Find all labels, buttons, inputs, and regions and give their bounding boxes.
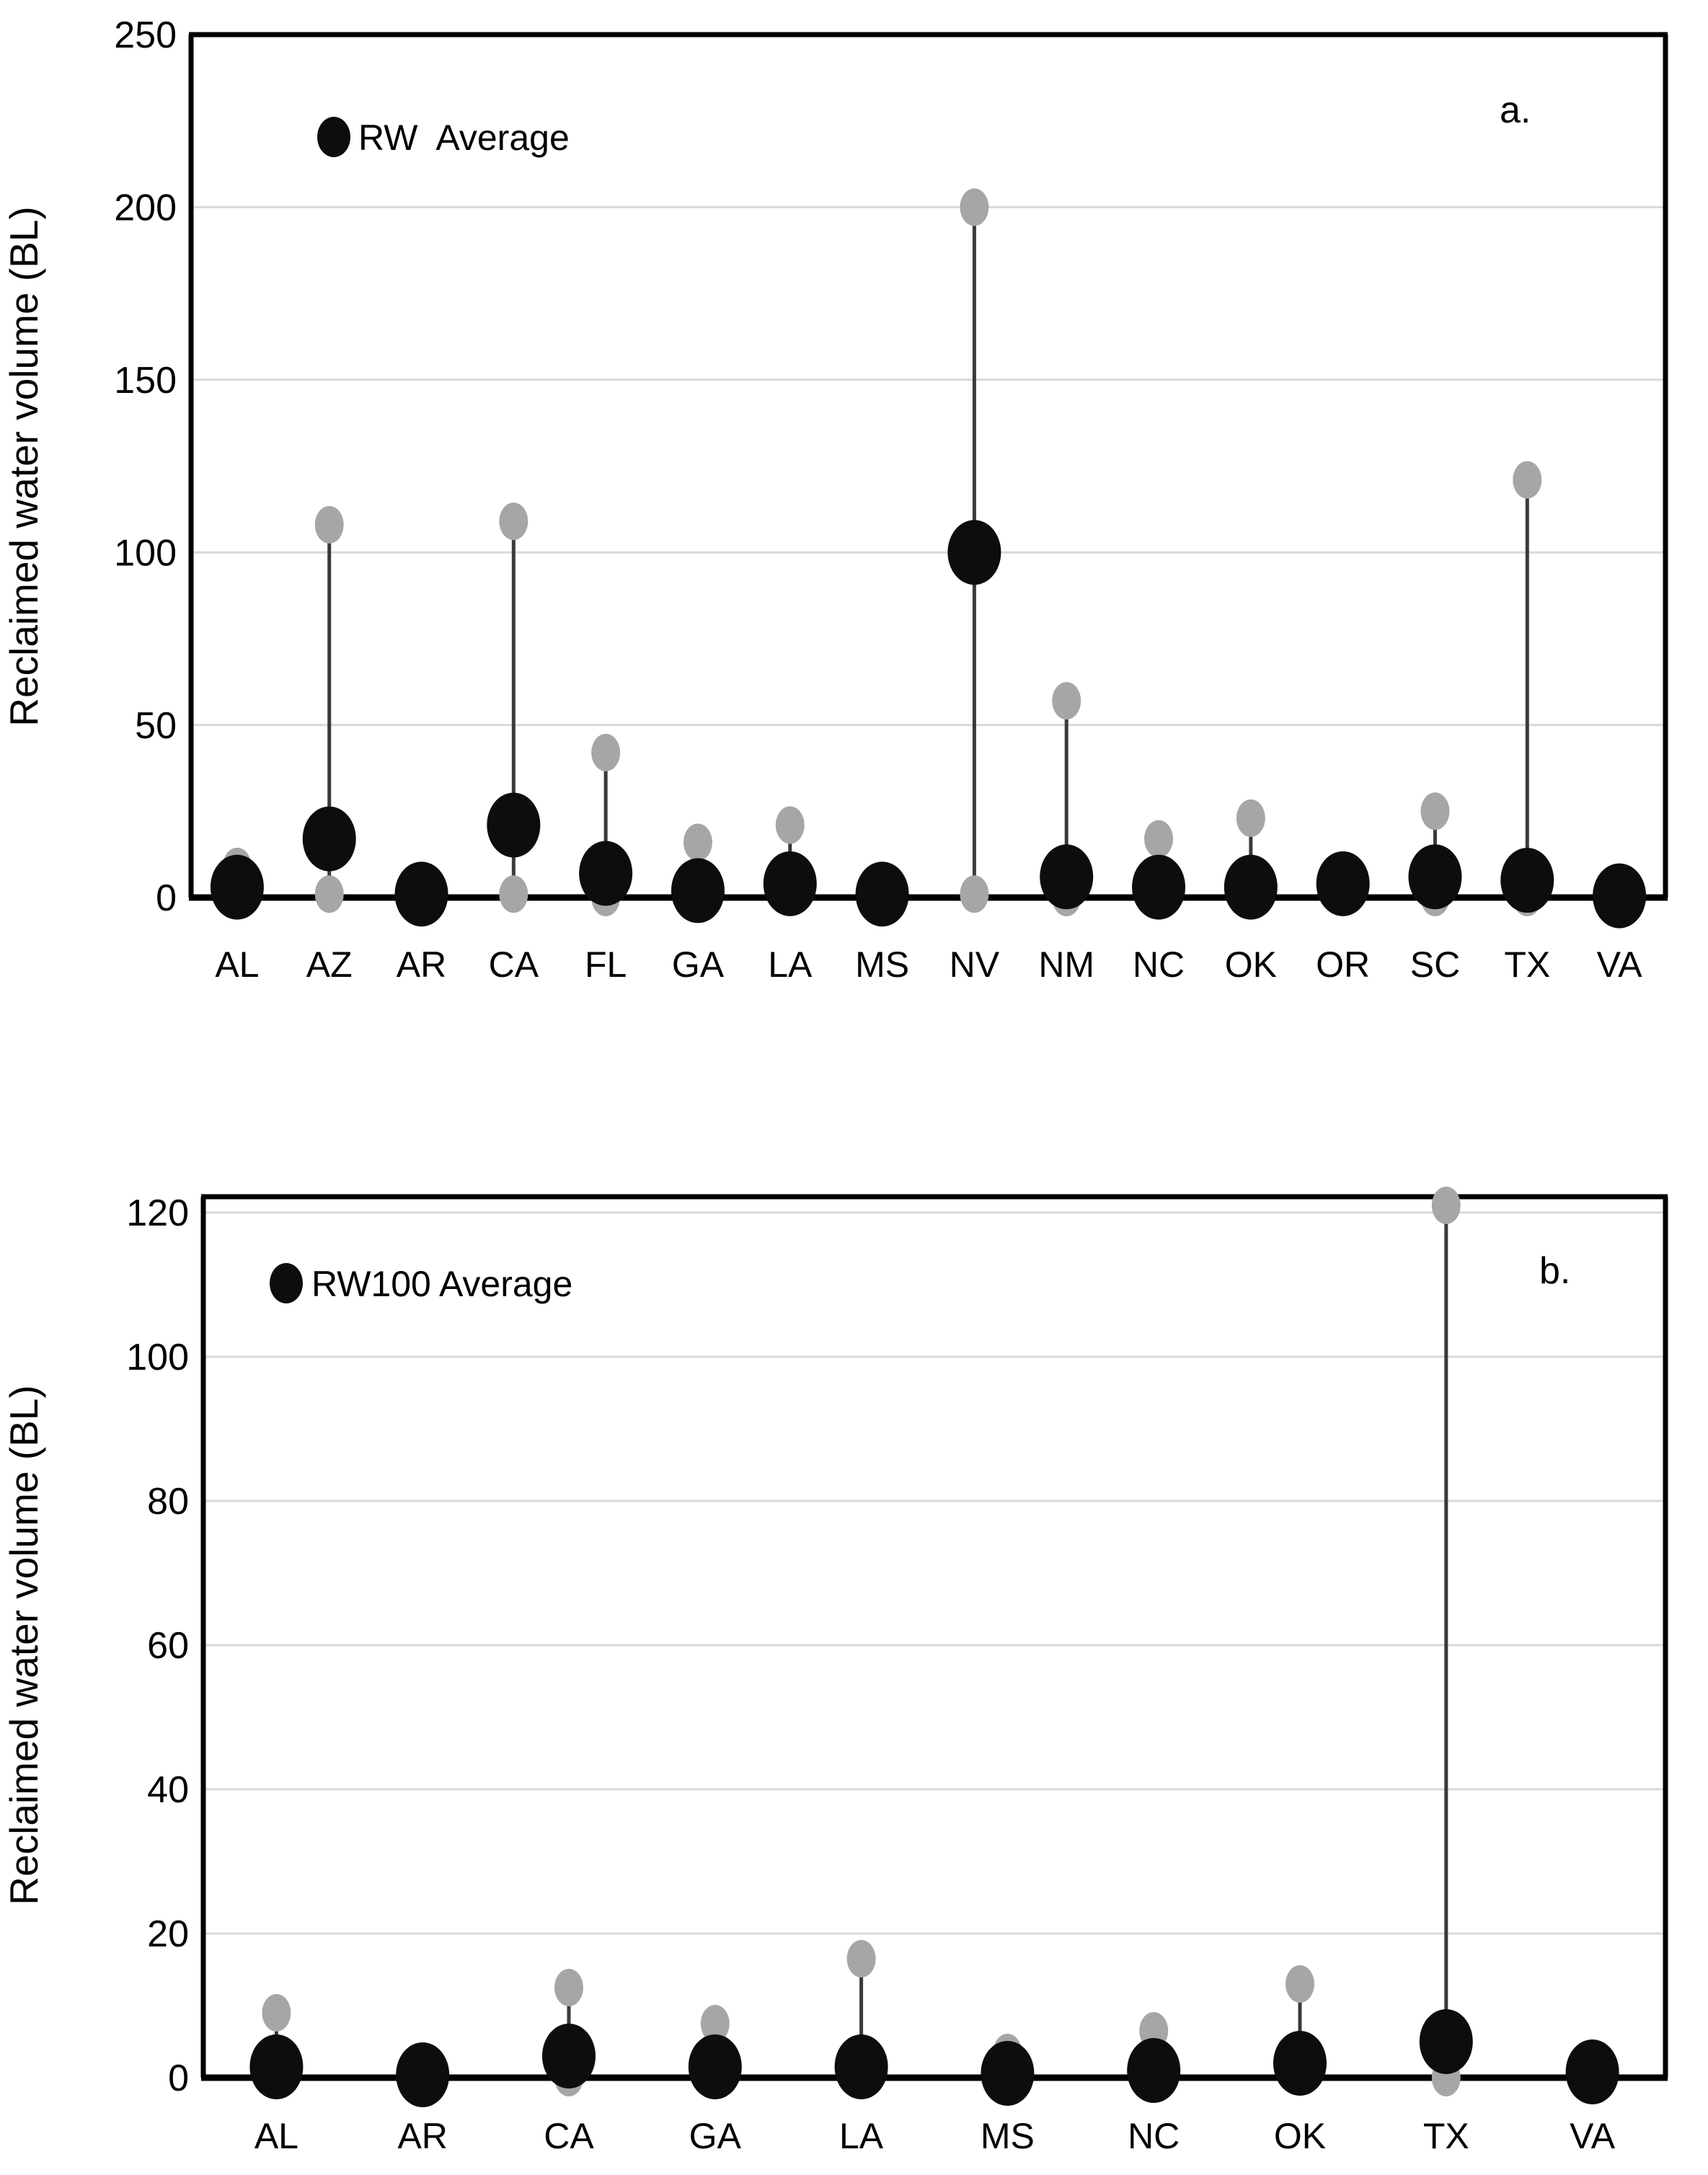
average-dot-OK bbox=[1273, 2031, 1327, 2096]
average-dot-OR bbox=[1316, 851, 1370, 916]
x-category-label-GA: GA bbox=[689, 2116, 742, 2156]
max-dot-AL bbox=[262, 1994, 291, 2032]
x-category-label-LA: LA bbox=[839, 2116, 884, 2156]
min-dot-CA bbox=[499, 875, 528, 913]
y-tick-label-200: 200 bbox=[114, 187, 177, 229]
y-axis-title-b: Reclaimed water volume (BL) bbox=[1, 1385, 46, 1905]
y-axis-title-a: Reclaimed water volume (BL) bbox=[1, 206, 46, 726]
average-dot-MS bbox=[981, 2041, 1035, 2106]
max-dot-AZ bbox=[314, 505, 344, 544]
x-category-label-TX: TX bbox=[1423, 2116, 1469, 2156]
average-dot-AR bbox=[394, 861, 448, 927]
x-category-label-MS: MS bbox=[981, 2116, 1035, 2156]
x-category-label-NM: NM bbox=[1038, 944, 1094, 985]
x-category-label-AR: AR bbox=[397, 2116, 447, 2156]
y-tick-label-250: 250 bbox=[114, 14, 177, 56]
max-dot-CA bbox=[499, 502, 528, 541]
max-dot-NM bbox=[1052, 682, 1081, 720]
x-category-label-LA: LA bbox=[768, 944, 813, 985]
average-dot-LA bbox=[834, 2034, 888, 2099]
legend-marker-b bbox=[270, 1263, 303, 1303]
x-category-label-CA: CA bbox=[544, 2116, 594, 2156]
average-dot-AL bbox=[210, 854, 264, 920]
average-dot-VA bbox=[1565, 2039, 1619, 2104]
x-category-label-AL: AL bbox=[255, 2116, 298, 2156]
average-dot-NM bbox=[1040, 844, 1094, 910]
average-dot-AL bbox=[249, 2034, 304, 2099]
max-dot-FL bbox=[591, 733, 621, 771]
average-dot-OK bbox=[1224, 854, 1278, 920]
legend-marker-a bbox=[317, 117, 350, 157]
max-dot-LA bbox=[775, 806, 805, 844]
x-category-label-NV: NV bbox=[950, 944, 1000, 985]
y-tick-label-60: 60 bbox=[147, 1625, 189, 1667]
max-dot-OK bbox=[1236, 799, 1265, 837]
average-dot-CA bbox=[487, 792, 541, 858]
x-category-label-AZ: AZ bbox=[306, 944, 353, 985]
chart-a-plot: 0 50 100 150 200 250 AL AZ AR CA FL GA LA MS NV NM NC OK O… bbox=[114, 14, 1668, 985]
y-tick-label-0: 0 bbox=[156, 877, 177, 919]
x-category-label-NC: NC bbox=[1133, 944, 1185, 985]
average-dot-GA bbox=[688, 2034, 742, 2099]
y-tick-label-150: 150 bbox=[114, 360, 177, 402]
average-dot-LA bbox=[763, 851, 817, 916]
max-dot-TX bbox=[1431, 1187, 1461, 1224]
x-category-label-CA: CA bbox=[489, 944, 539, 985]
panel-letter-b: b. bbox=[1539, 1250, 1570, 1292]
average-dot-CA bbox=[542, 2024, 596, 2088]
y-tick-label-100: 100 bbox=[126, 1337, 189, 1378]
min-dot-AZ bbox=[314, 875, 344, 913]
average-dot-GA bbox=[671, 858, 725, 923]
y-tick-label-0: 0 bbox=[168, 2057, 189, 2099]
legend-label-b: RW100 Average bbox=[311, 1264, 572, 1304]
panel-letter-a: a. bbox=[1500, 89, 1531, 131]
average-dot-NV bbox=[947, 520, 1001, 585]
average-dot-MS bbox=[855, 861, 909, 927]
max-dot-GA bbox=[700, 2005, 730, 2042]
x-category-label-VA: VA bbox=[1570, 2116, 1616, 2156]
y-tick-label-100: 100 bbox=[114, 532, 177, 574]
average-dot-TX bbox=[1419, 2009, 1473, 2074]
max-dot-NV bbox=[960, 188, 989, 226]
min-dot-NV bbox=[960, 875, 989, 913]
max-dot-GA bbox=[683, 823, 712, 861]
average-dot-FL bbox=[579, 841, 633, 906]
chart-b-plot: 0 20 40 60 80 100 120 AL AR CA GA LA MS NC OK TX VA bbox=[126, 1187, 1668, 2156]
max-dot-TX bbox=[1513, 461, 1542, 499]
x-category-label-OK: OK bbox=[1274, 2116, 1326, 2156]
y-tick-label-120: 120 bbox=[126, 1192, 189, 1234]
legend-label-a: RW Average bbox=[358, 118, 570, 158]
max-dot-OK bbox=[1286, 1965, 1314, 2003]
average-dot-AZ bbox=[302, 806, 356, 872]
average-dot-TX bbox=[1500, 848, 1554, 913]
max-dot-NC bbox=[1144, 820, 1174, 858]
x-category-label-OR: OR bbox=[1316, 944, 1370, 985]
x-category-label-MS: MS bbox=[855, 944, 909, 985]
max-dot-LA bbox=[846, 1940, 876, 1977]
x-category-label-GA: GA bbox=[672, 944, 725, 985]
y-tick-label-50: 50 bbox=[135, 705, 177, 747]
average-dot-AR bbox=[396, 2042, 450, 2107]
x-category-label-TX: TX bbox=[1504, 944, 1550, 985]
x-category-label-AL: AL bbox=[215, 944, 259, 985]
max-dot-SC bbox=[1420, 792, 1450, 830]
y-tick-label-40: 40 bbox=[147, 1769, 189, 1811]
max-dot-CA bbox=[554, 1969, 583, 2006]
x-category-label-NC: NC bbox=[1128, 2116, 1180, 2156]
average-dot-NC bbox=[1127, 2038, 1181, 2103]
x-category-label-OK: OK bbox=[1225, 944, 1277, 985]
average-dot-NC bbox=[1132, 854, 1186, 920]
x-category-label-VA: VA bbox=[1597, 944, 1643, 985]
y-tick-label-80: 80 bbox=[147, 1481, 189, 1523]
x-category-label-SC: SC bbox=[1410, 944, 1460, 985]
average-dot-SC bbox=[1408, 844, 1462, 910]
y-tick-label-20: 20 bbox=[147, 1913, 189, 1955]
x-category-label-FL: FL bbox=[585, 944, 627, 985]
x-category-label-AR: AR bbox=[397, 944, 446, 985]
average-dot-VA bbox=[1593, 863, 1647, 929]
